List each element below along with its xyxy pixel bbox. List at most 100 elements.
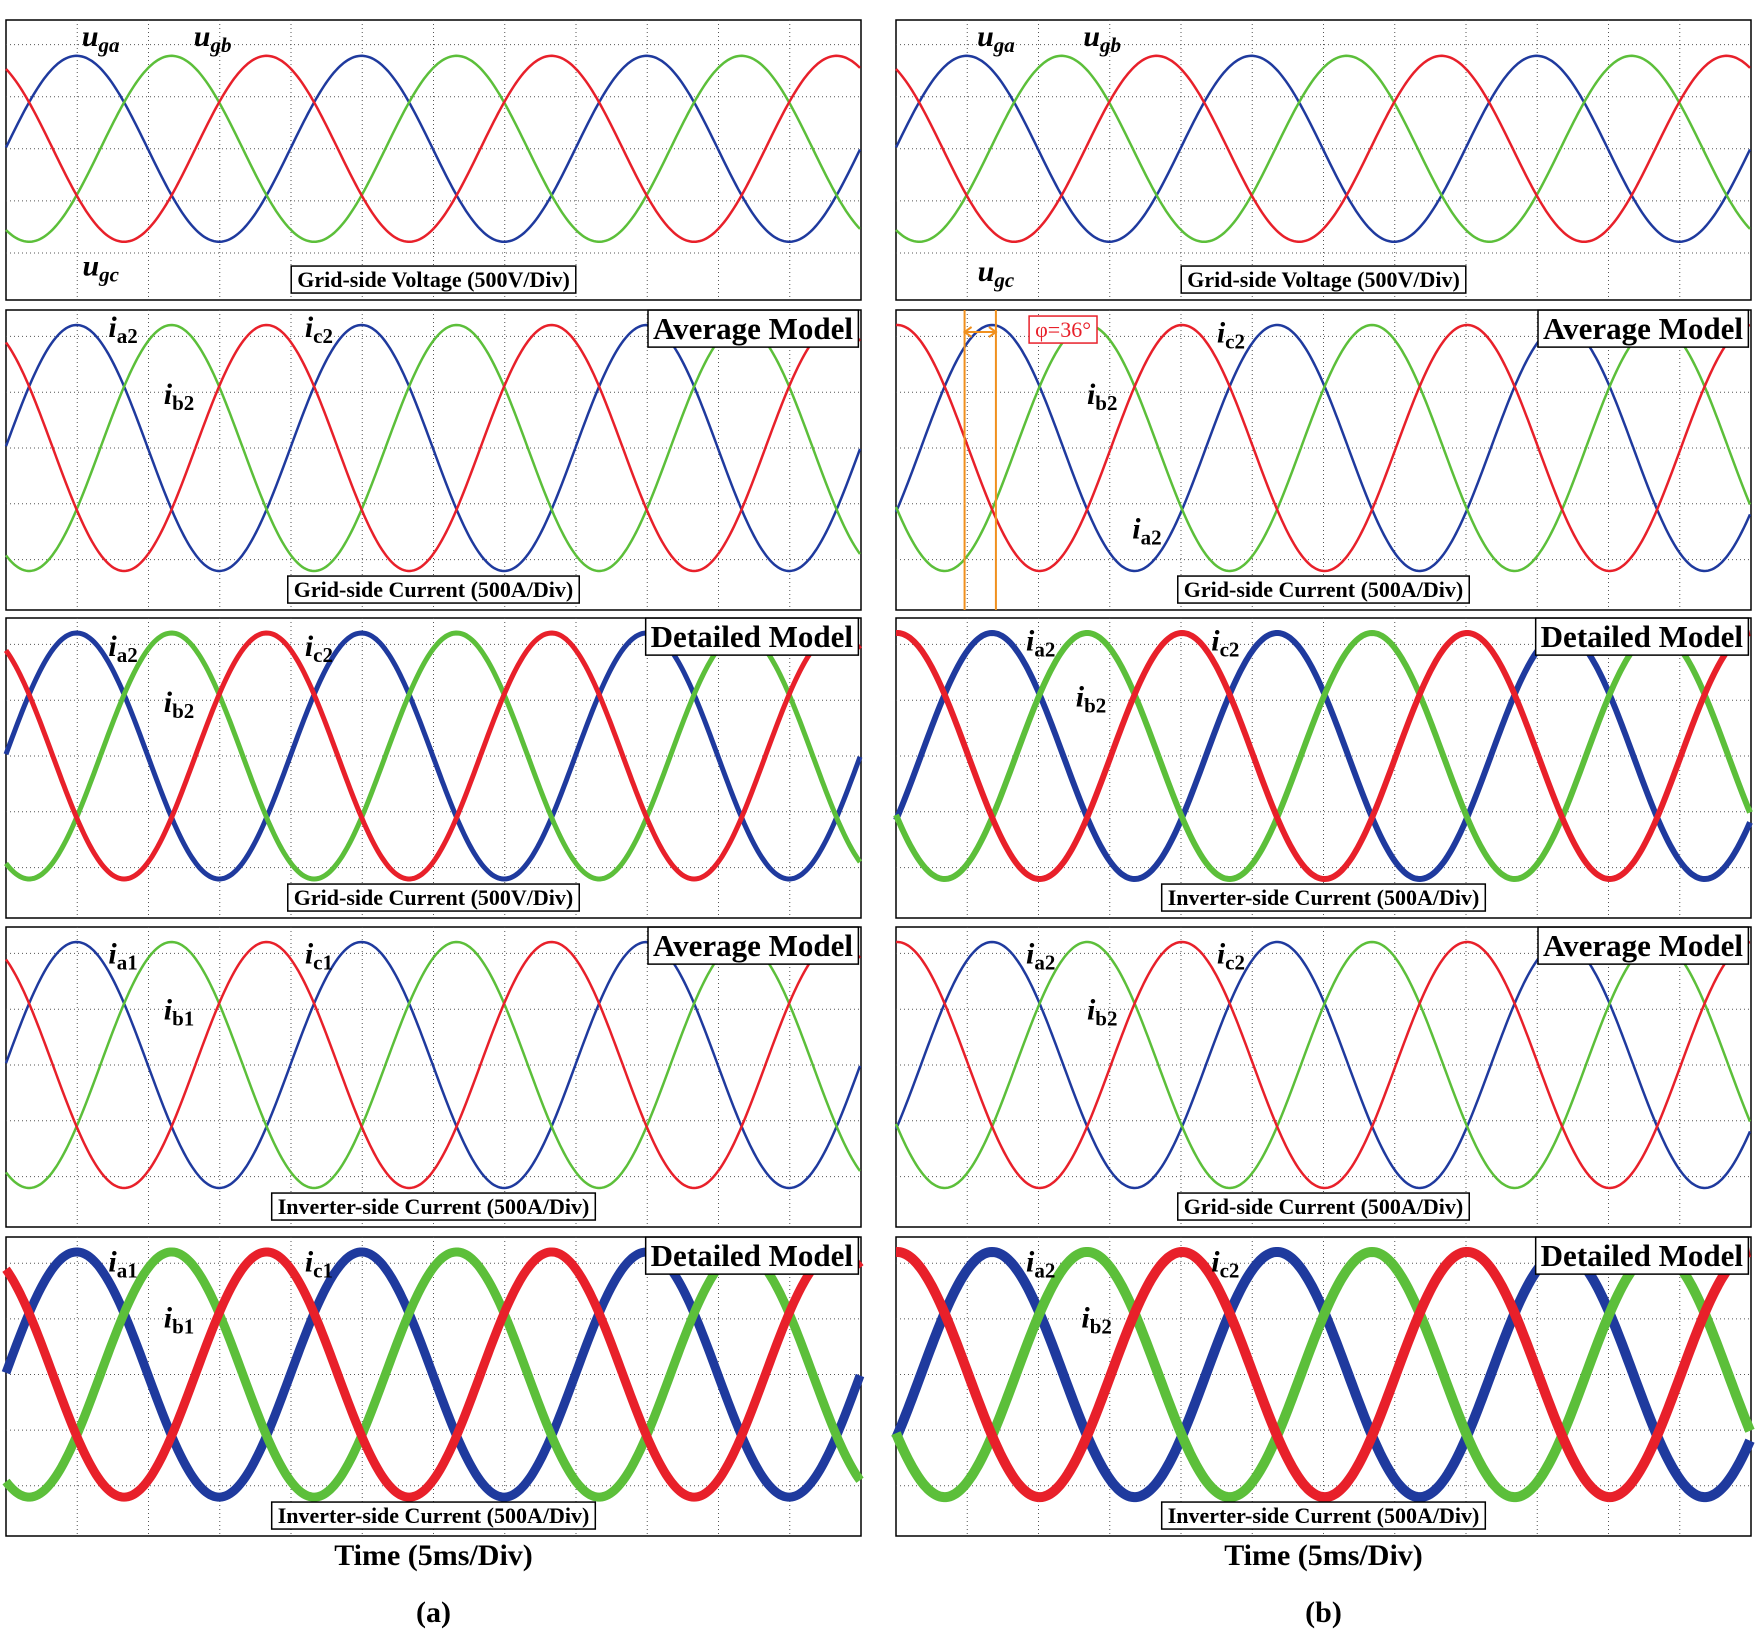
waveform [895, 54, 1751, 244]
label-box [270, 1192, 597, 1221]
scale-label: Inverter-side Current (500A/Div) [1168, 885, 1480, 910]
scale-label: Grid-side Voltage (500V/Div) [1187, 267, 1460, 292]
x-axis-label: Time (5ms/Div) [334, 1539, 533, 1572]
signal-main: i [1217, 317, 1226, 350]
waveform [894, 323, 1752, 573]
signal-label: ib2 [164, 378, 195, 415]
x-axis-label: Time (5ms/Div) [1224, 1539, 1423, 1572]
signal-sub: b2 [172, 699, 194, 723]
signal-sub: gc [993, 268, 1015, 292]
signal-sub: b1 [172, 1314, 194, 1338]
signal-label: ic2 [305, 311, 333, 348]
waveform [2, 1247, 864, 1502]
signal-main: i [108, 938, 117, 971]
signal-main: u [1083, 20, 1100, 53]
waveform [894, 323, 1752, 573]
signal-main: i [1026, 624, 1035, 657]
signal-label: ia2 [1026, 938, 1055, 975]
signal-sub: a1 [117, 1258, 138, 1282]
scale-label: Grid-side Current (500A/Div) [294, 577, 573, 602]
signal-sub: c2 [313, 324, 333, 348]
signal-label: ib2 [1081, 1301, 1112, 1338]
signal-sub: b2 [1090, 1314, 1112, 1338]
signal-main: i [1087, 994, 1096, 1027]
signal-sub: c1 [313, 1258, 333, 1282]
signal-label: ib1 [164, 1301, 195, 1338]
label-box [287, 575, 580, 604]
signal-main: i [108, 1245, 117, 1278]
signal-sub: c2 [1225, 330, 1245, 354]
signal-label: ib2 [1087, 994, 1118, 1031]
signal-main: u [194, 20, 211, 53]
label-box [1160, 1501, 1487, 1530]
signal-label: ib2 [1076, 680, 1107, 717]
signal-main: i [305, 1245, 314, 1278]
signal-label: ia2 [1132, 512, 1161, 549]
waveform [4, 940, 861, 1190]
scale-label: Grid-side Voltage (500V/Div) [297, 267, 570, 292]
waveform [4, 54, 862, 244]
signal-label: ugb [1083, 20, 1121, 57]
label-box [1160, 883, 1487, 912]
signal-sub: a2 [1034, 951, 1055, 975]
signal-sub: b2 [1095, 1007, 1117, 1031]
signal-label: uga [82, 20, 120, 57]
signal-label: ic1 [305, 1245, 333, 1282]
waveform [896, 1246, 1751, 1503]
signal-label: ia1 [108, 938, 137, 975]
signal-main: i [305, 311, 314, 344]
label-box [647, 926, 860, 965]
signal-label: ia1 [108, 1245, 137, 1282]
signal-label: ia2 [108, 311, 137, 348]
signal-sub: c2 [1225, 951, 1245, 975]
label-box [1177, 575, 1470, 604]
signal-main: i [1087, 378, 1096, 411]
waveform [5, 54, 861, 244]
waveform [3, 630, 863, 882]
signal-main: u [82, 249, 99, 282]
signal-sub: b2 [172, 391, 194, 415]
signal-label: ib2 [164, 686, 195, 723]
model-label: Detailed Model [651, 1238, 854, 1273]
waveform [5, 54, 861, 244]
signal-main: i [108, 630, 117, 663]
signal-sub: a2 [117, 643, 138, 667]
scale-label: Inverter-side Current (500A/Div) [278, 1194, 590, 1219]
signal-sub: c2 [313, 643, 333, 667]
signal-main: i [1026, 1245, 1035, 1278]
signal-sub: b2 [1084, 693, 1106, 717]
signal-sub: gc [98, 262, 120, 286]
waveform [4, 323, 861, 573]
signal-label: ugc [82, 249, 119, 286]
phase-annotation: φ=36° [1035, 317, 1091, 342]
signal-main: i [164, 994, 173, 1027]
waveform [894, 940, 1752, 1190]
label-box [1177, 1192, 1470, 1221]
signal-label: ugc [978, 255, 1015, 292]
label-box [647, 309, 860, 348]
waveform [4, 940, 862, 1190]
signal-label: ia2 [108, 630, 137, 667]
signal-main: i [164, 378, 173, 411]
waveform [1, 1247, 865, 1502]
signal-main: u [978, 255, 995, 288]
signal-main: i [1217, 938, 1226, 971]
signal-main: u [82, 20, 99, 53]
signal-main: i [1081, 1301, 1090, 1334]
signal-sub: gb [209, 33, 231, 57]
model-label: Average Model [1543, 311, 1743, 346]
signal-sub: b2 [1095, 391, 1117, 415]
signal-main: i [1211, 624, 1220, 657]
signal-label: ugb [194, 20, 232, 57]
waveform [894, 54, 1752, 244]
signal-label: ic2 [1217, 317, 1245, 354]
waveform [896, 629, 1751, 883]
signal-sub: ga [98, 33, 120, 57]
signal-sub: c2 [1220, 637, 1240, 661]
model-label: Detailed Model [1541, 1238, 1744, 1273]
label-box [1537, 926, 1750, 965]
caption: (b) [1305, 1596, 1342, 1629]
scale-label: Grid-side Current (500V/Div) [294, 885, 573, 910]
label-box [644, 617, 860, 656]
